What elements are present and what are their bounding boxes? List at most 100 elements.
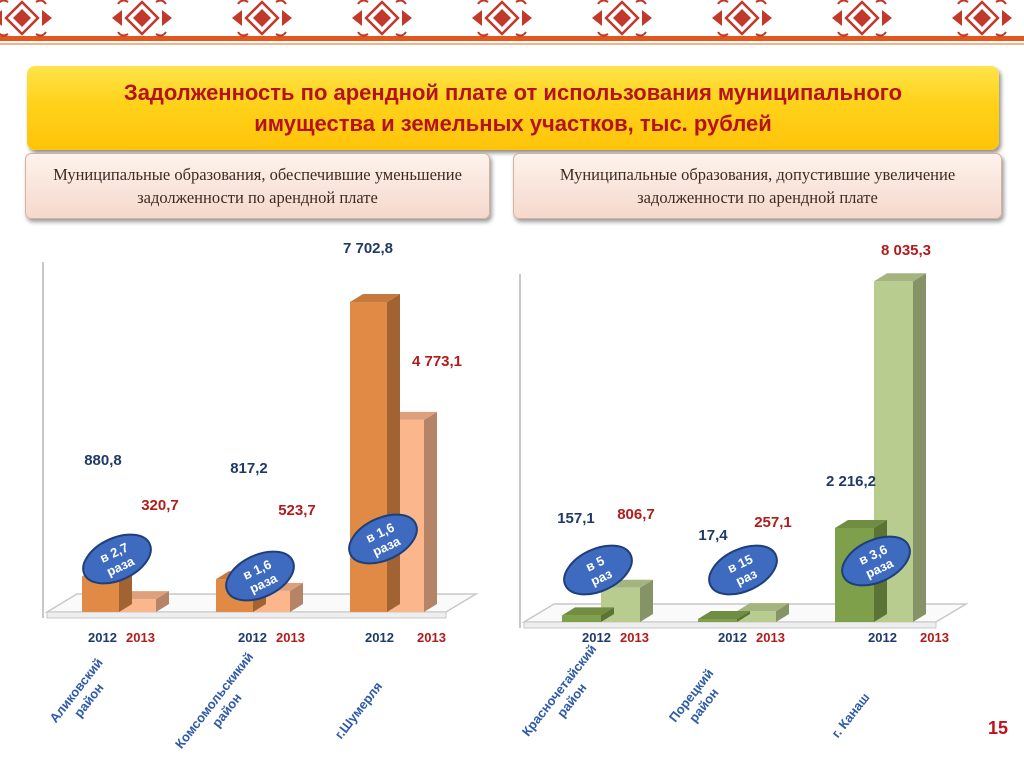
ratio-badge-shape [841, 535, 911, 587]
ornament-curls [117, 0, 167, 37]
bar-2012-top [835, 520, 887, 529]
value-label-2012: 880,8 [84, 452, 122, 469]
title-banner: Задолженность по арендной плате от испол… [27, 66, 999, 150]
ornament-curls [237, 0, 287, 37]
ratio-badge-shape [348, 513, 418, 565]
ornament-diamond [604, 0, 640, 36]
ornament-curls [477, 0, 527, 37]
bar-2012-front [698, 619, 737, 622]
bar-2013-side [290, 582, 303, 612]
bar-2013-side [156, 591, 169, 612]
ornament-stripe-thin [0, 43, 1024, 45]
ornament-diamond [964, 0, 1000, 36]
year-label-2013: 2013 [620, 630, 649, 645]
ornament-motif [232, 0, 292, 37]
bar-2013-side [776, 603, 789, 622]
ornament-diamond-inner [853, 9, 871, 27]
bar-2012-side [387, 294, 400, 612]
left-panel-heading-box: Муниципальные образования, обеспечившие … [25, 153, 490, 219]
ornament-curls [357, 0, 407, 37]
bar-2013-front [737, 611, 776, 622]
bar-2012 [562, 607, 614, 622]
ornament-motif [472, 0, 532, 37]
bar-2013 [737, 603, 789, 622]
chart-floor-edge [46, 611, 447, 619]
category-label-line: г.Шумерля [332, 679, 386, 742]
ornament-curls [957, 0, 1007, 37]
year-label-2013: 2013 [920, 630, 949, 645]
bar-2012-top [350, 294, 400, 303]
ornament-motif [0, 0, 52, 37]
ornament-diamond-inner [133, 9, 151, 27]
ornament-motif [352, 0, 412, 37]
year-label-2012: 2012 [868, 630, 897, 645]
ornament-diamond-inner [733, 9, 751, 27]
right-panel-heading-box: Муниципальные образования, допустившие у… [513, 153, 1002, 219]
ornament-diamond-inner [613, 9, 631, 27]
bar-2012-top [698, 611, 750, 619]
ornament-diamond-inner [373, 9, 391, 27]
ornament-curls [717, 0, 767, 37]
bar-2012-front [350, 302, 387, 612]
ratio-badge-shape [82, 533, 152, 585]
ornament-diamond-inner [493, 9, 511, 27]
ornament-motif [832, 0, 892, 37]
value-label-2012: 2 216,2 [826, 473, 876, 490]
value-label-2013: 523,7 [278, 502, 316, 519]
ornament-diamond-inner [253, 9, 271, 27]
year-label-2013: 2013 [417, 630, 446, 645]
year-label-2013: 2013 [276, 630, 305, 645]
ratio-badge-text: в 5 [583, 553, 606, 575]
ratio-badge-shape [563, 544, 633, 596]
ornament-diamond [484, 0, 520, 36]
ornament-diamond [844, 0, 880, 36]
value-label-2013: 320,7 [141, 497, 179, 514]
year-label-2012: 2012 [718, 630, 747, 645]
ornament-diamond-inner [973, 9, 991, 27]
category-label-line: г. Канаш [828, 690, 872, 741]
value-label-2013: 4 773,1 [412, 353, 462, 370]
ornament-curls [597, 0, 647, 37]
ratio-badge-shape [225, 550, 295, 602]
ornament-curls [837, 0, 887, 37]
bar-2012 [350, 294, 400, 612]
year-label-2012: 2012 [88, 630, 117, 645]
left-panel-heading: Муниципальные образования, обеспечившие … [53, 165, 462, 207]
bar-2012-side [737, 611, 750, 622]
year-label-2013: 2013 [126, 630, 155, 645]
ornament-diamond [124, 0, 160, 36]
category-label: г.Шумерля [332, 679, 386, 742]
ornament-stripe [0, 36, 1024, 41]
bar-2012-top [562, 607, 614, 616]
year-label-2012: 2012 [365, 630, 394, 645]
ornament-diamond [724, 0, 760, 36]
value-label-2013: 806,7 [617, 506, 655, 523]
bar-2013-top [874, 273, 926, 282]
ornament-diamond [4, 0, 40, 36]
ornament-motif [112, 0, 172, 37]
year-label-2013: 2013 [756, 630, 785, 645]
value-label-2013: 257,1 [754, 514, 792, 531]
ratio-badge-shape [708, 544, 778, 596]
value-label-2012: 817,2 [230, 460, 268, 477]
value-label-2012: 17,4 [698, 527, 728, 544]
value-label-2013: 8 035,3 [881, 242, 931, 259]
ornament-motif [712, 0, 772, 37]
ornament-motif [592, 0, 652, 37]
right-panel-heading: Муниципальные образования, допустившие у… [559, 165, 956, 207]
ornament-curls [0, 0, 47, 37]
